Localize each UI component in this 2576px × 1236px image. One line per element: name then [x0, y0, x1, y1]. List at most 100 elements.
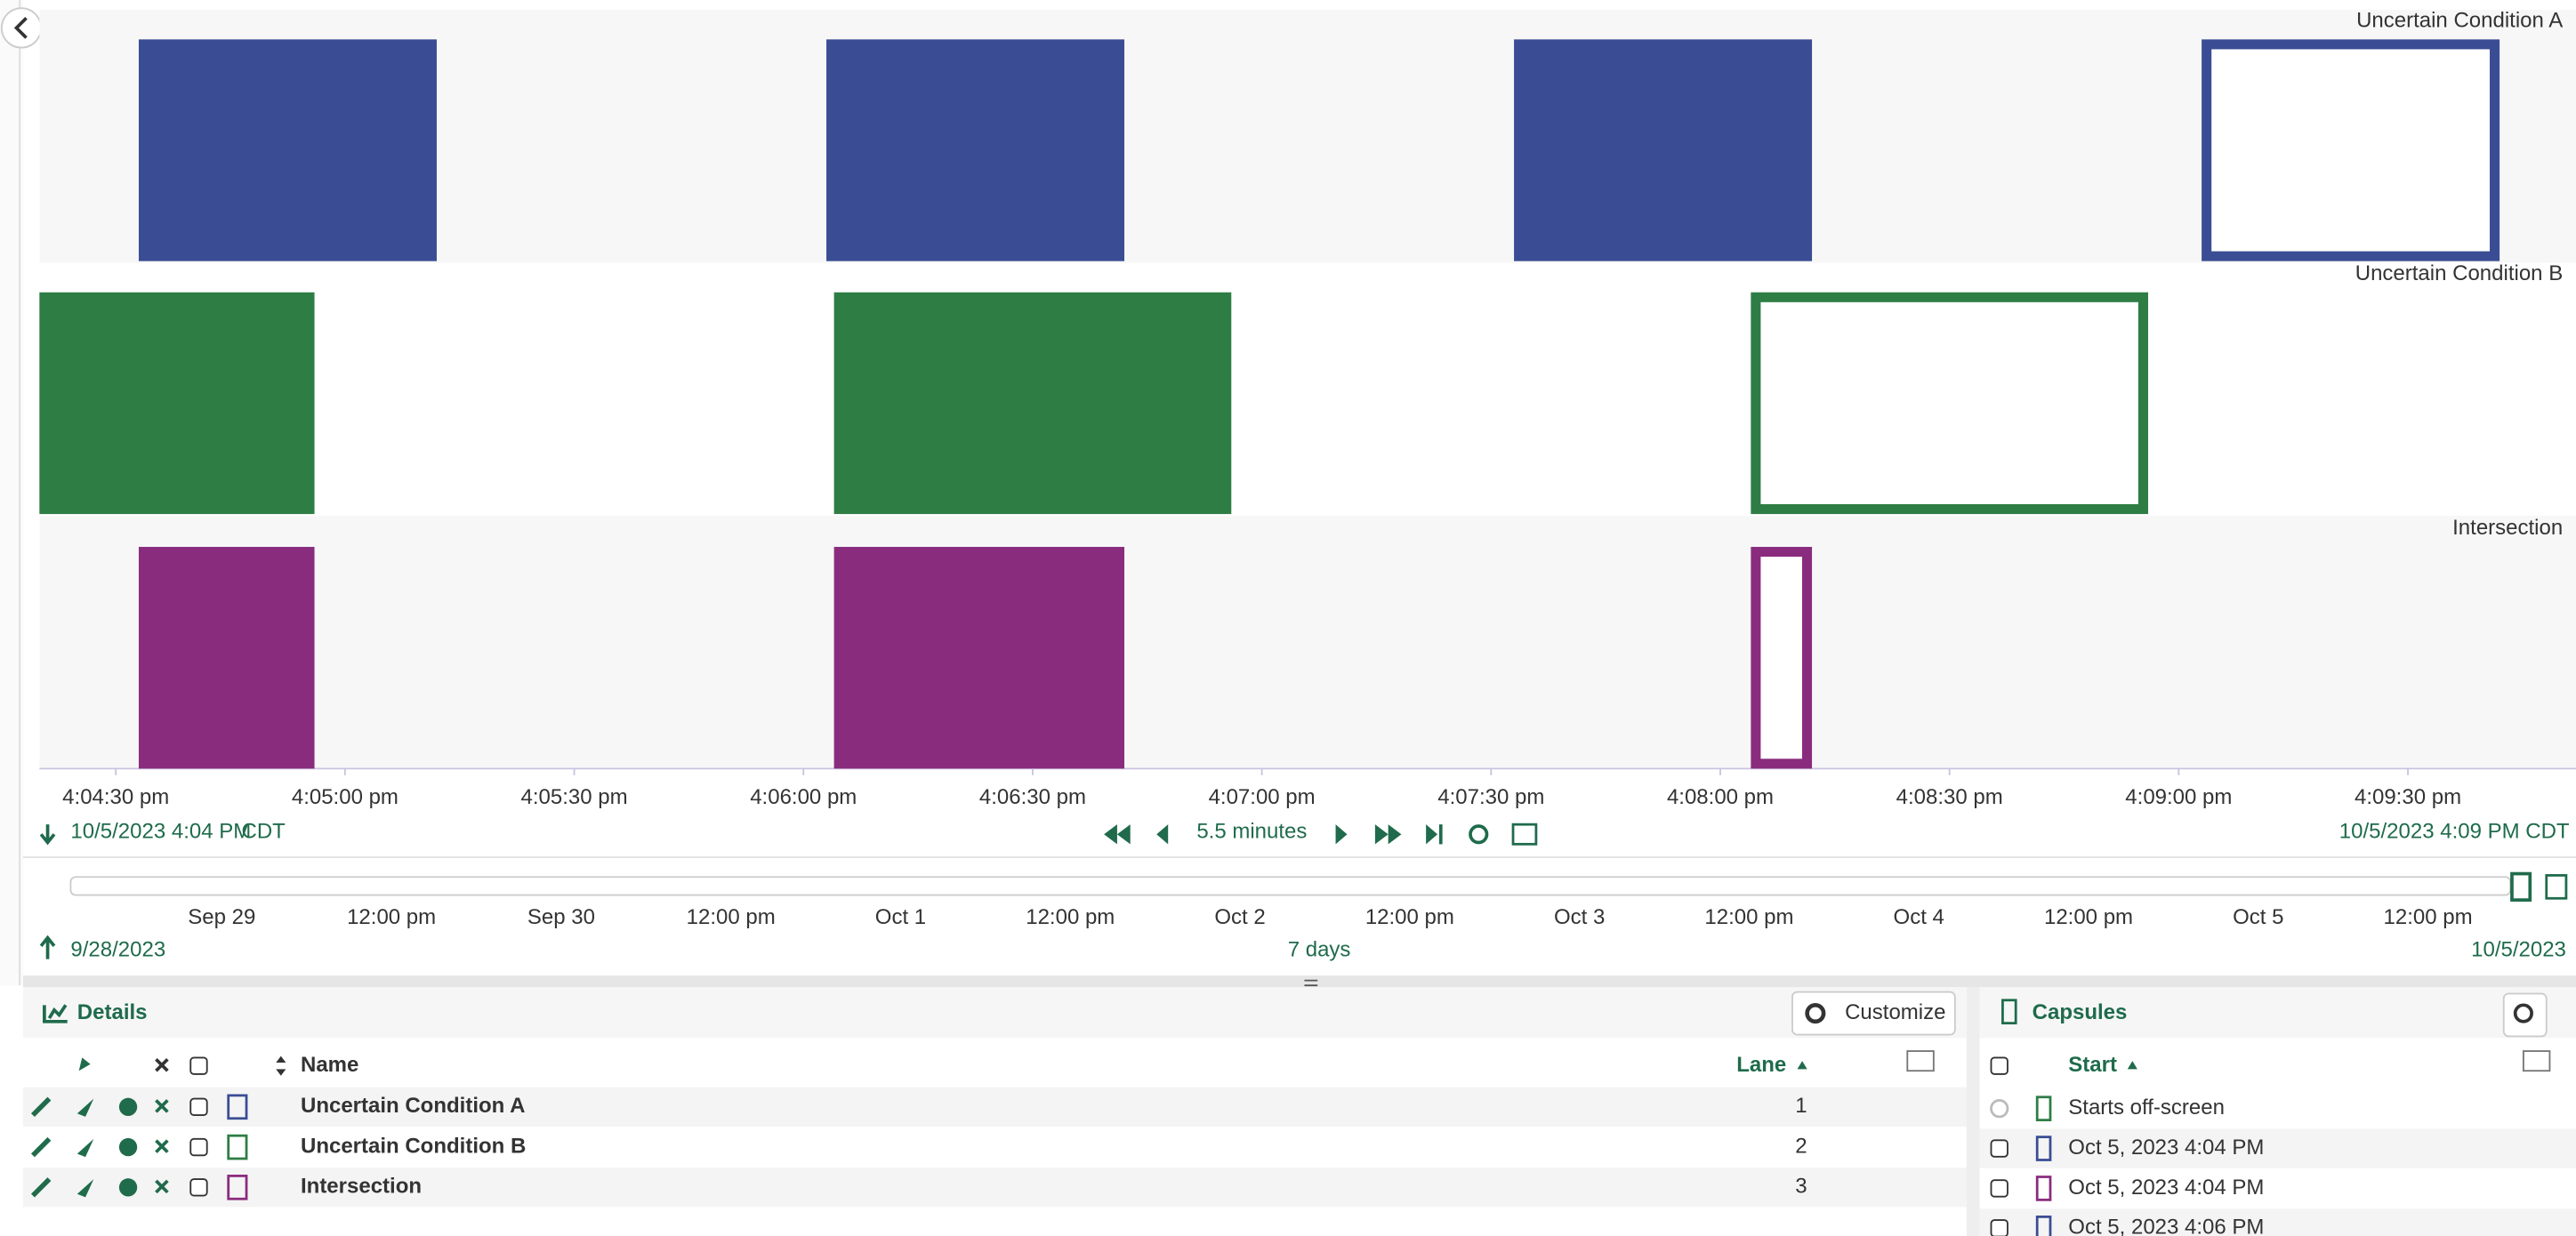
capsule[interactable]: [833, 292, 1232, 515]
capsules-title: Capsules: [2033, 1000, 2128, 1024]
display-range-tool[interactable]: [1511, 823, 1538, 846]
series-name: Uncertain Condition B: [301, 1134, 526, 1158]
select-all[interactable]: [189, 1056, 208, 1075]
overview-duration[interactable]: 7 days: [1288, 938, 1351, 962]
capsule[interactable]: [1514, 39, 1813, 261]
row-checkbox[interactable]: [1990, 1139, 2008, 1158]
row-checkbox[interactable]: [189, 1178, 208, 1197]
series-icon: [227, 1134, 248, 1160]
lane-label: Uncertain Condition B: [2355, 261, 2563, 285]
x-tick-label: 4:06:30 pm: [979, 785, 1086, 809]
row-checkbox[interactable]: [1990, 1219, 2008, 1236]
capsule-layer: [1, 39, 2500, 769]
overview-tick-label: Oct 5: [2233, 905, 2283, 929]
uncertain-capsule[interactable]: [1751, 292, 2148, 515]
x-tick-label: 4:04:30 pm: [62, 785, 169, 809]
refresh[interactable]: [1469, 824, 1489, 845]
up-arrow: [39, 935, 56, 959]
down-arrow: [39, 824, 56, 846]
lane-label: Intersection: [2452, 516, 2563, 540]
overview-tick-label: Oct 2: [1214, 905, 1265, 929]
uncertain-capsule[interactable]: [2202, 39, 2500, 261]
sort-asc: [2127, 1061, 2137, 1070]
lane-label: Uncertain Condition A: [2356, 8, 2563, 32]
rocket-icon[interactable]: [76, 1098, 94, 1117]
range-end[interactable]: 10/5/2023 4:09 PM CDT: [2339, 820, 2570, 844]
splitter[interactable]: [22, 975, 2576, 988]
range-duration[interactable]: 5.5 minutes: [1196, 820, 1307, 844]
capsule-start: Oct 5, 2023 4:04 PM: [2068, 1176, 2264, 1200]
columns-icon[interactable]: [2522, 1050, 2551, 1072]
range-start[interactable]: 10/5/2023 4:04 PM: [70, 820, 251, 844]
select-all-capsules[interactable]: [1990, 1056, 2008, 1075]
overview-tick-label: Oct 1: [875, 905, 926, 929]
overview-tick-label: 12:00 pm: [1704, 905, 1793, 929]
sort-icon[interactable]: [276, 1055, 286, 1076]
step-back-far[interactable]: [1104, 824, 1131, 845]
capsule-icon: [2035, 1216, 2052, 1236]
row-checkbox[interactable]: [189, 1137, 208, 1157]
edit-icon[interactable]: [30, 1096, 52, 1118]
series-icon: [227, 1175, 248, 1200]
capsule[interactable]: [138, 39, 437, 261]
remove-icon[interactable]: [155, 1099, 169, 1113]
x-tick-label: 4:05:30 pm: [521, 785, 628, 809]
edit-icon[interactable]: [30, 1177, 52, 1198]
capsule-start: Starts off-screen: [2068, 1096, 2225, 1120]
start-header[interactable]: Start: [2068, 1053, 2117, 1077]
capsule-start: Oct 5, 2023 4:06 PM: [2068, 1216, 2264, 1236]
overview-icon[interactable]: [2545, 874, 2568, 900]
lane-number: 3: [1795, 1175, 1807, 1199]
info-icon[interactable]: [118, 1137, 138, 1157]
details-rows: Uncertain Condition A 1 Uncertain Conditio…: [22, 1087, 1967, 1208]
range-tz: CDT: [242, 820, 286, 844]
overview-tick-label: 12:00 pm: [687, 905, 776, 929]
rocket-icon[interactable]: [76, 1179, 94, 1198]
uncertain-capsule[interactable]: [1751, 547, 1813, 769]
rocket-icon[interactable]: [76, 1138, 94, 1158]
x-tick-label: 4:06:00 pm: [750, 785, 857, 809]
row-checkbox[interactable]: [1990, 1179, 2008, 1198]
remove-icon[interactable]: [155, 1179, 169, 1194]
capsule[interactable]: [138, 547, 315, 769]
overview-end[interactable]: 10/5/2023: [2471, 938, 2566, 962]
capsule-icon: [2035, 1176, 2052, 1201]
panel-splitter[interactable]: [1966, 987, 1980, 1236]
step-back[interactable]: [1156, 824, 1169, 845]
row-checkbox[interactable]: [189, 1097, 208, 1116]
customize-button[interactable]: [1791, 991, 1956, 1036]
x-tick-label: 4:05:00 pm: [292, 785, 398, 809]
edit-icon[interactable]: [30, 1136, 52, 1158]
collapse-button[interactable]: [0, 7, 43, 49]
capsule-icon: [2035, 1096, 2052, 1121]
name-header[interactable]: Name: [301, 1053, 358, 1077]
jump-end[interactable]: [1426, 824, 1443, 845]
lane-number: 2: [1795, 1134, 1807, 1158]
lane-bg: [39, 10, 2576, 263]
overview-tick-label: 12:00 pm: [347, 905, 436, 929]
capsule[interactable]: [833, 547, 1125, 769]
zoom-button[interactable]: [2502, 992, 2548, 1038]
x-tick-label: 4:08:30 pm: [1896, 785, 2003, 809]
capsule[interactable]: [826, 39, 1125, 261]
overview-bar[interactable]: [69, 876, 2512, 896]
x-tick-label: 4:09:30 pm: [2355, 785, 2461, 809]
row-bg: [1979, 1128, 2576, 1168]
overview-start[interactable]: 9/28/2023: [70, 938, 165, 962]
info-icon[interactable]: [118, 1178, 138, 1197]
remove-icon[interactable]: [155, 1139, 169, 1153]
capsule[interactable]: [1, 292, 315, 515]
capsule-icon: [2035, 1136, 2052, 1161]
details-title: Details: [77, 1000, 148, 1024]
overview-tick-label: Sep 29: [188, 905, 255, 929]
info-icon[interactable]: [118, 1097, 138, 1116]
overview-tick-label: 12:00 pm: [2384, 905, 2473, 929]
step-forward-far[interactable]: [1374, 824, 1402, 845]
columns-icon[interactable]: [1906, 1050, 1935, 1072]
lane-header[interactable]: Lane: [1736, 1053, 1786, 1077]
step-forward[interactable]: [1335, 824, 1348, 845]
overview-handle[interactable]: [2510, 871, 2532, 902]
overview-tick-label: Sep 30: [527, 905, 595, 929]
